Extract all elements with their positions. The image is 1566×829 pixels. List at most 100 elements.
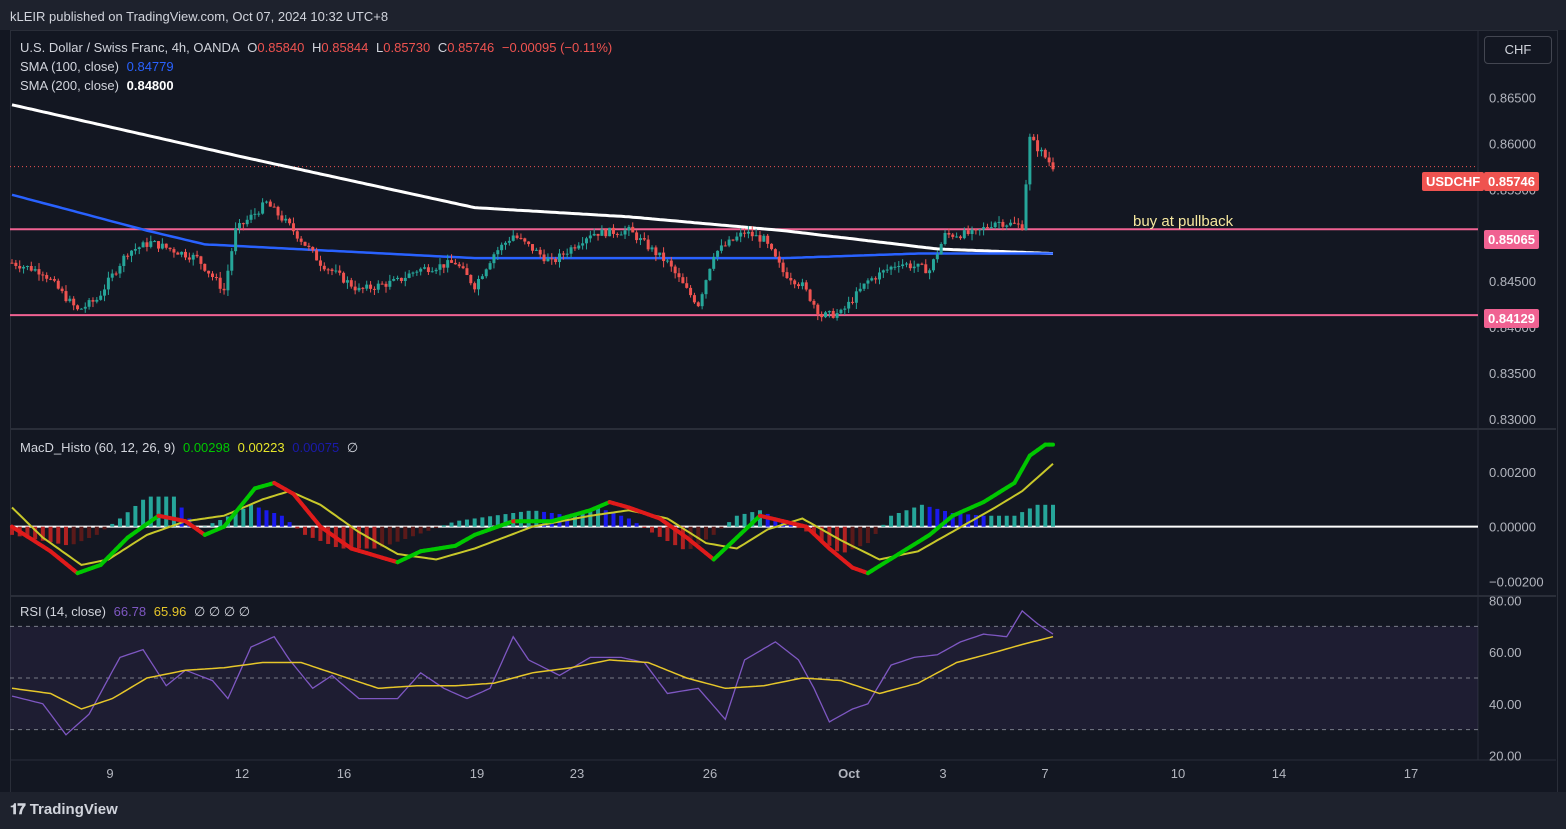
candle-body [835,313,839,318]
candle-body [473,283,477,290]
candle-body [29,266,33,271]
macd-histogram-bar [380,526,385,548]
candle-body [696,302,700,307]
sma200-label: SMA (200, close) [20,78,119,93]
candle-body [488,263,492,270]
candle-body [785,272,789,279]
candle-body [72,298,76,306]
candle-body [430,271,434,273]
macd-histogram-bar [819,526,824,541]
sma100-legend[interactable]: SMA (100, close) 0.84779 [20,59,178,74]
candle-body [958,236,962,239]
candle-body [989,227,993,229]
candle-body [662,252,666,262]
candle-body [619,234,623,236]
macd-histogram-bar [650,526,655,533]
candle-body [253,213,257,215]
macd-histogram-bar [603,510,608,527]
candle-body [511,235,515,241]
rsi-tick-label: 40.00 [1489,697,1522,712]
tradingview-logo[interactable]: 𝟏𝟕 TradingView [10,800,118,818]
open-label: O [247,40,258,55]
macd-histogram-bar [688,526,693,549]
candle-body [804,282,808,290]
candle-body [311,246,315,251]
rsi-ma-value: 65.96 [153,604,187,619]
time-tick-label: 12 [235,766,249,781]
candle-body [874,278,878,280]
candle-body [773,249,777,257]
high-value: 0.85844 [321,40,369,55]
candle-body [222,288,226,291]
candle-body [904,263,908,265]
macd-histogram-bar [249,504,254,527]
publish-info: kLEIR published on TradingView.com, Oct … [10,9,389,24]
open-value: 0.85840 [257,40,305,55]
macd-histogram-bar [488,516,493,527]
macd-histogram-bar [727,522,732,527]
candle-body [916,263,920,267]
macd-histogram-bar [734,515,739,527]
macd-histogram-bar [403,526,408,539]
macd-histogram-bar [1020,512,1025,527]
macd-histogram-bar [303,526,308,535]
candle-body [480,276,484,279]
macd-histogram-bar [318,526,323,541]
macd-histogram-bar [1035,504,1040,527]
candle-body [631,226,635,233]
macd-histogram-bar [626,518,631,527]
candle-body [268,201,272,207]
candle-body [565,253,569,255]
candle-body [557,253,561,263]
candle-body [37,269,41,275]
candle-body [376,283,380,290]
macd-histogram-bar [811,526,816,535]
candle-body [95,299,99,302]
candle-body [353,286,357,291]
candle-body [284,218,288,221]
candle-body [685,283,689,288]
macd-legend[interactable]: MacD_Histo (60, 12, 26, 9) 0.00298 0.002… [20,440,362,456]
candle-body [974,229,978,231]
candle-body [881,270,885,273]
candle-body [79,308,83,310]
sma200-legend[interactable]: SMA (200, close) 0.84800 [20,78,178,93]
candle-body [56,280,60,289]
candle-body [157,241,161,249]
macd-histogram-bar [441,525,446,527]
candle-body [1051,162,1055,170]
last-price-tag: 0.85746 [1484,172,1539,191]
macd-histogram-bar [102,526,107,530]
macd-histogram-bar [10,526,14,535]
time-tick-label: 26 [703,766,717,781]
macd-histogram-bar [310,526,315,538]
candle-body [10,262,14,264]
candle-body [291,223,295,232]
macd-histogram-bar [233,512,238,527]
candle-body [199,256,203,264]
macd-histogram-bar [572,514,577,527]
macd-histogram-bar [87,526,92,538]
macd-histogram-bar [788,524,793,527]
candle-body [951,234,955,237]
candle-body [307,245,311,247]
currency-button[interactable]: CHF [1484,36,1552,64]
macd-histogram-bar [680,526,685,550]
candle-body [415,271,419,273]
rsi-legend[interactable]: RSI (14, close) 66.78 65.96 ∅ ∅ ∅ ∅ [20,604,254,620]
candle-body [507,240,511,243]
candle-body [997,221,1001,223]
buy-at-pullback-annotation[interactable]: buy at pullback [1133,213,1234,230]
candle-body [712,256,716,269]
candle-body [878,272,881,280]
candle-body [122,255,126,266]
macd-histogram-bar [357,526,361,549]
candle-body [261,202,265,214]
macd-histogram-bar [973,515,978,527]
macd-histogram-bar [79,526,84,542]
chart-frame[interactable] [10,30,1558,794]
macd-histogram-bar [596,507,601,527]
macd-histogram-bar [950,513,955,527]
candle-body [349,280,353,287]
